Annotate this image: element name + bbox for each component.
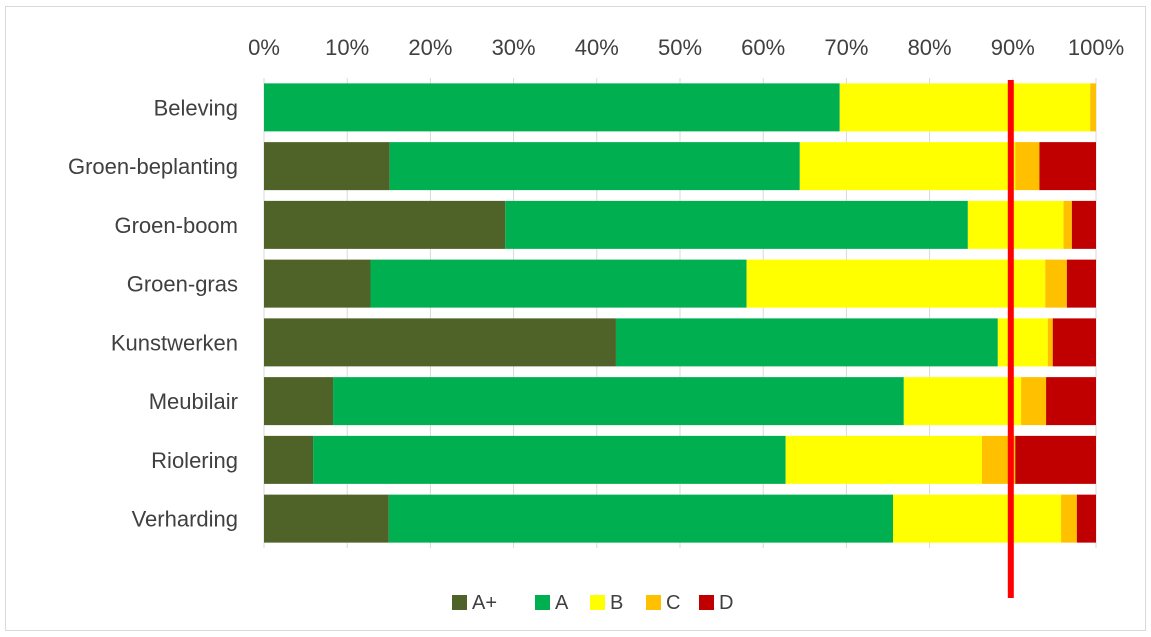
bar-segment-c: [1045, 259, 1067, 308]
category-label: Kunstwerken: [111, 330, 238, 355]
bars: [264, 83, 1096, 543]
x-tick-label: 60%: [741, 35, 785, 60]
bar-segment-a: [505, 200, 968, 249]
category-label: Beleving: [154, 95, 238, 120]
bar-segment-d: [1015, 435, 1096, 484]
bar-segment-b: [997, 318, 1048, 367]
bar-segment-b: [892, 494, 1062, 543]
bar-segment-c: [1047, 318, 1053, 367]
bar-segment-d: [1039, 142, 1096, 191]
x-tick-label: 70%: [824, 35, 868, 60]
x-tick-label: 10%: [325, 35, 369, 60]
x-axis-ticks: 0% 10% 20% 30% 40% 50% 60% 70% 80% 90% 100%: [248, 35, 1124, 60]
bar-segment-a-plus: [264, 259, 371, 308]
bar-segment-c: [1021, 377, 1047, 426]
legend-swatch: [535, 595, 550, 610]
bar-segment-a-plus: [264, 318, 616, 367]
bar-segment-b: [967, 200, 1064, 249]
category-label: Meubilair: [149, 389, 238, 414]
bar-segment-c: [1090, 83, 1096, 132]
x-tick-label: 50%: [658, 35, 702, 60]
legend-label: A: [555, 592, 569, 614]
x-tick-label: 80%: [908, 35, 952, 60]
x-tick-label: 20%: [408, 35, 452, 60]
bar-segment-c: [1061, 494, 1077, 543]
category-labels: Beleving Groen-beplanting Groen-boom Groen-…: [68, 95, 238, 531]
x-tick-label: 30%: [492, 35, 536, 60]
bar-segment-b: [799, 142, 1016, 191]
x-tick-label: 100%: [1068, 35, 1124, 60]
x-tick-label: 90%: [991, 35, 1035, 60]
bar-segment-d: [1046, 377, 1096, 426]
legend-label: C: [666, 592, 680, 614]
bar-segment-d: [1076, 494, 1096, 543]
x-tick-label: 0%: [248, 35, 280, 60]
bar-segment-c: [1015, 142, 1040, 191]
bar-segment-a: [333, 377, 904, 426]
x-tick-label: 40%: [575, 35, 619, 60]
bar-segment-a: [615, 318, 998, 367]
category-label: Verharding: [132, 507, 238, 532]
bar-segment-c: [1063, 200, 1072, 249]
bar-segment-a: [388, 494, 893, 543]
bar-segment-a-plus: [264, 494, 389, 543]
bar-segment-b: [746, 259, 1046, 308]
bar-segment-b: [785, 435, 983, 484]
bar-segment-a: [313, 435, 786, 484]
bar-segment-b: [839, 83, 1091, 132]
bar-segment-d: [1052, 318, 1096, 367]
bar-segment-a: [389, 142, 800, 191]
category-label: Riolering: [151, 448, 238, 473]
bar-segment-d: [1066, 259, 1096, 308]
bar-segment-a-plus: [264, 377, 334, 426]
legend-label: B: [610, 592, 623, 614]
legend: A+ A B C D: [452, 592, 733, 614]
bar-segment-a: [370, 259, 747, 308]
legend-swatch: [646, 595, 661, 610]
legend-swatch: [452, 595, 467, 610]
bar-segment-a-plus: [264, 142, 390, 191]
legend-swatch: [699, 595, 714, 610]
bar-segment-d: [1071, 200, 1096, 249]
category-label: Groen-beplanting: [68, 154, 238, 179]
bar-segment-a: [264, 83, 840, 132]
category-label: Groen-gras: [127, 272, 238, 297]
bar-segment-a-plus: [264, 435, 314, 484]
category-label: Groen-boom: [114, 213, 238, 238]
bar-segment-a-plus: [264, 200, 506, 249]
legend-label: D: [719, 592, 733, 614]
legend-label: A+: [472, 592, 497, 614]
bar-segment-b: [903, 377, 1022, 426]
legend-swatch: [590, 595, 605, 610]
